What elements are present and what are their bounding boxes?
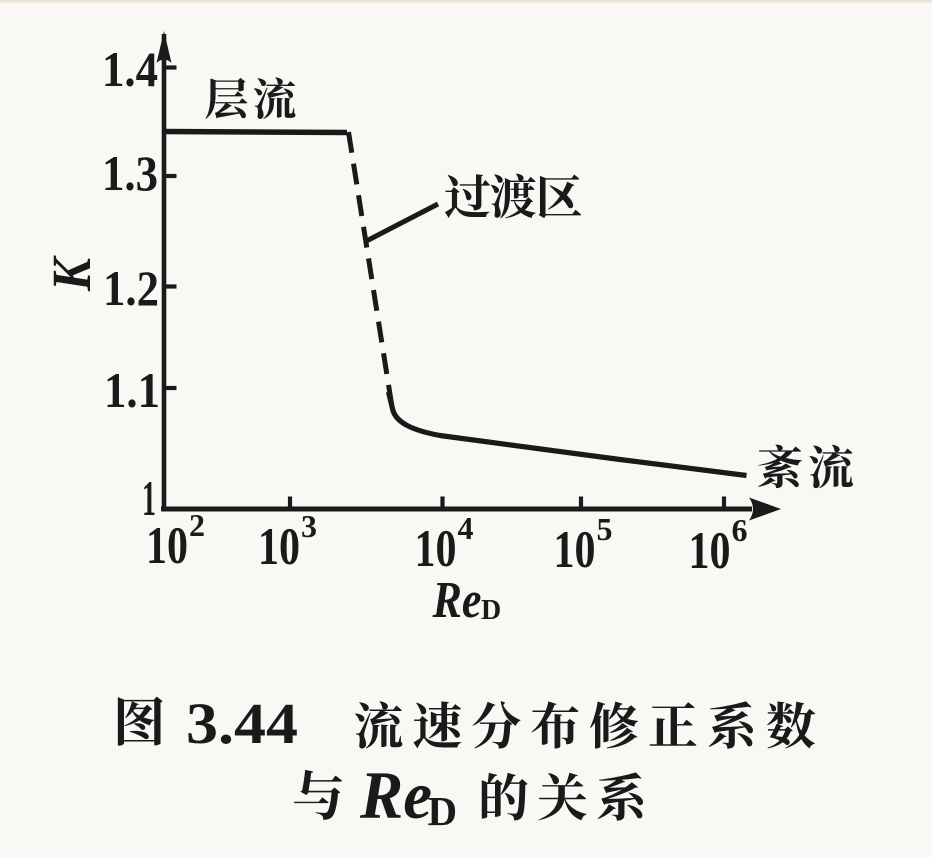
svg-text:1.2: 1.2 <box>103 260 159 316</box>
svg-text:4: 4 <box>458 510 474 546</box>
svg-text:D: D <box>428 788 458 834</box>
svg-text:1.4: 1.4 <box>102 41 158 97</box>
svg-text:10: 10 <box>554 521 596 579</box>
svg-text:10: 10 <box>258 518 300 576</box>
svg-text:2: 2 <box>189 507 205 543</box>
svg-text:10: 10 <box>415 520 457 578</box>
svg-text:K: K <box>41 255 102 292</box>
svg-text:1: 1 <box>142 470 156 526</box>
svg-text:1.3: 1.3 <box>102 145 158 201</box>
svg-text:5: 5 <box>597 511 613 547</box>
svg-text:3.44: 3.44 <box>186 691 298 756</box>
svg-text:D: D <box>481 595 501 626</box>
svg-text:Re: Re <box>432 572 482 629</box>
svg-text:3: 3 <box>301 508 317 544</box>
svg-text:6: 6 <box>732 512 748 548</box>
svg-text:1.1: 1.1 <box>104 362 160 418</box>
svg-text:Re: Re <box>359 757 432 833</box>
svg-text:10: 10 <box>689 522 731 580</box>
svg-text:10: 10 <box>146 517 188 575</box>
